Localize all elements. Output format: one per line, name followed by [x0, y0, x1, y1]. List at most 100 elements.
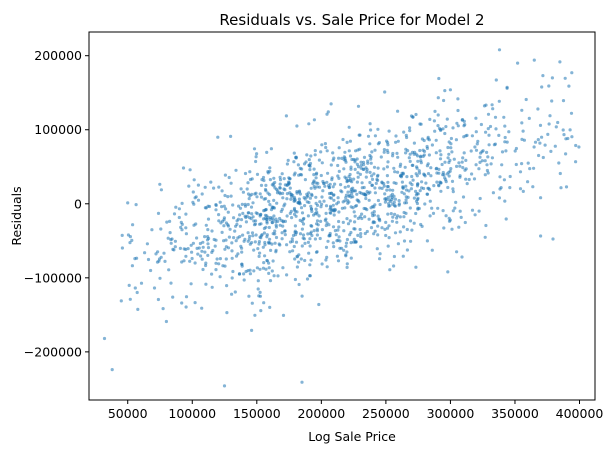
scatter-point — [459, 215, 463, 219]
scatter-point — [402, 215, 406, 219]
scatter-point — [550, 99, 554, 103]
scatter-point — [214, 238, 218, 242]
scatter-point — [312, 184, 316, 188]
scatter-point — [392, 166, 396, 170]
scatter-point — [126, 201, 130, 205]
scatter-point — [502, 115, 506, 119]
scatter-point — [412, 141, 416, 145]
scatter-point — [220, 205, 224, 209]
scatter-point — [402, 225, 406, 229]
scatter-point — [239, 218, 244, 222]
scatter-point — [197, 246, 201, 250]
scatter-point — [383, 90, 387, 94]
scatter-point — [458, 209, 462, 213]
scatter-point — [484, 103, 488, 107]
scatter-point — [364, 175, 368, 179]
scatter-point — [401, 254, 405, 258]
scatter-point — [383, 227, 387, 231]
scatter-point — [257, 242, 261, 246]
scatter-point — [377, 141, 381, 145]
scatter-point — [320, 161, 324, 165]
scatter-point — [220, 230, 224, 234]
scatter-point — [492, 143, 496, 147]
scatter-point — [547, 122, 551, 126]
scatter-point — [467, 177, 471, 182]
scatter-point — [473, 145, 477, 149]
scatter-point — [396, 214, 400, 218]
scatter-point — [425, 239, 429, 243]
scatter-point — [206, 246, 211, 250]
scatter-point — [300, 227, 304, 231]
scatter-point — [318, 236, 322, 241]
scatter-point — [457, 161, 461, 165]
scatter-point — [376, 233, 380, 237]
scatter-point — [166, 236, 170, 240]
scatter-point — [190, 250, 194, 254]
scatter-point — [191, 200, 195, 204]
scatter-point — [193, 301, 197, 305]
scatter-point — [373, 186, 377, 190]
scatter-point — [499, 186, 503, 190]
scatter-point — [345, 265, 349, 269]
scatter-point — [439, 181, 443, 185]
scatter-point — [574, 160, 578, 164]
scatter-point — [380, 186, 384, 190]
scatter-point — [284, 114, 288, 118]
scatter-point — [325, 265, 329, 269]
scatter-point — [346, 222, 351, 226]
scatter-point — [514, 146, 519, 151]
scatter-point — [305, 200, 309, 204]
scatter-point — [344, 193, 348, 197]
scatter-point — [414, 193, 418, 197]
scatter-point — [280, 172, 284, 176]
scatter-point — [303, 204, 307, 208]
scatter-point — [290, 194, 294, 199]
x-axis-ticks: 50000 100000 150000 200000 250000 300000 35000… — [108, 400, 603, 421]
scatter-point — [324, 204, 329, 208]
scatter-point — [297, 190, 301, 194]
scatter-point — [498, 175, 502, 179]
scatter-point — [292, 151, 296, 155]
scatter-point — [371, 204, 375, 209]
scatter-point — [306, 214, 310, 218]
scatter-point — [281, 266, 285, 270]
scatter-point — [386, 141, 390, 145]
scatter-point — [527, 116, 531, 120]
scatter-point — [337, 146, 341, 150]
scatter-point — [271, 218, 275, 222]
scatter-point — [438, 149, 442, 153]
scatter-point — [392, 254, 396, 259]
scatter-point — [290, 216, 294, 220]
scatter-point — [204, 282, 208, 286]
scatter-point — [441, 173, 445, 177]
scatter-point — [464, 134, 468, 138]
scatter-point — [212, 186, 216, 190]
scatter-point — [520, 137, 524, 141]
scatter-point — [232, 236, 236, 240]
scatter-point — [210, 229, 214, 233]
scatter-point — [181, 166, 186, 170]
scatter-point — [436, 113, 440, 117]
scatter-point — [382, 148, 386, 152]
scatter-point — [317, 214, 321, 218]
scatter-point — [376, 127, 380, 131]
scatter-point — [368, 122, 372, 126]
scatter-point — [255, 212, 259, 216]
scatter-point — [204, 206, 208, 210]
scatter-point — [139, 281, 144, 285]
scatter-point — [237, 272, 242, 276]
scatter-point — [135, 290, 139, 295]
scatter-point — [416, 196, 420, 200]
scatter-point — [385, 165, 389, 169]
scatter-point — [285, 273, 289, 277]
scatter-point — [335, 254, 339, 258]
scatter-point — [128, 241, 132, 245]
scatter-point — [483, 159, 487, 163]
scatter-point — [462, 151, 466, 155]
scatter-point — [252, 248, 256, 252]
scatter-point — [546, 132, 550, 136]
scatter-point — [256, 287, 260, 291]
scatter-point — [355, 192, 359, 196]
scatter-point — [246, 181, 250, 185]
scatter-point — [419, 159, 423, 163]
